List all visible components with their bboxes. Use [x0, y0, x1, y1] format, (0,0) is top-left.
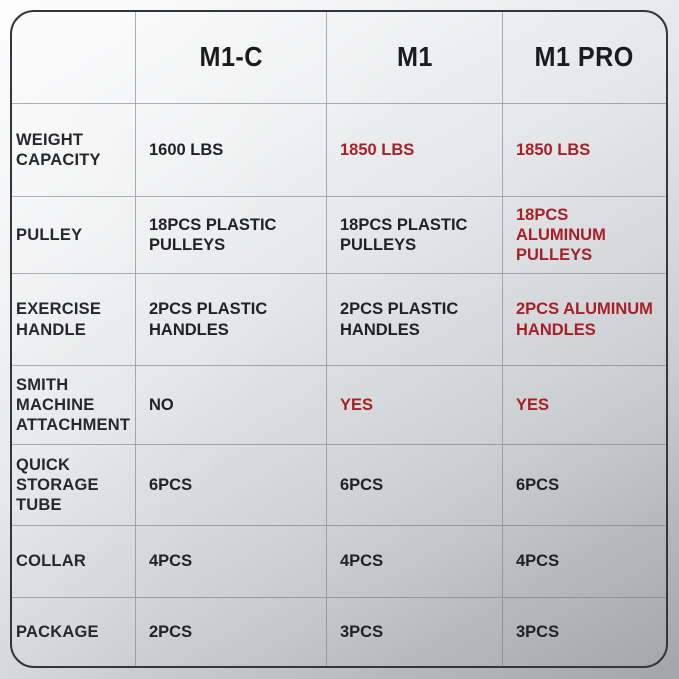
- table-cell: 2PCS PLASTIC HANDLES: [326, 273, 502, 365]
- table-cell: 2PCS ALUMINUM HANDLES: [502, 273, 666, 365]
- table-cell: 2PCS PLASTIC HANDLES: [135, 273, 326, 365]
- table-cell: NO: [135, 365, 326, 444]
- column-header-m1pro: M1 PRO: [502, 12, 666, 103]
- table-cell: 6PCS: [502, 444, 666, 525]
- table-cell: YES: [502, 365, 666, 444]
- row-label-exercise-handle: EXERCISE HANDLE: [12, 273, 135, 365]
- row-label-quick-storage-tube: QUICK STORAGE TUBE: [12, 444, 135, 525]
- column-header-label: M1-C: [199, 41, 263, 73]
- row-label-pulley: PULLEY: [12, 196, 135, 273]
- table-cell: 18PCS PLASTIC PULLEYS: [326, 196, 502, 273]
- table-cell: 3PCS: [502, 597, 666, 666]
- row-label-collar: COLLAR: [12, 525, 135, 597]
- table-cell: 6PCS: [326, 444, 502, 525]
- table-cell: YES: [326, 365, 502, 444]
- table-cell: 1600 LBS: [135, 103, 326, 196]
- column-header-m1c: M1-C: [135, 12, 326, 103]
- comparison-table: M1-C M1 M1 PRO WEIGHT CAPACITY 1600 LBS …: [10, 10, 668, 668]
- table-corner-cell: [12, 12, 135, 103]
- table-cell: 4PCS: [135, 525, 326, 597]
- row-label-weight-capacity: WEIGHT CAPACITY: [12, 103, 135, 196]
- table-cell: 18PCS ALUMINUM PULLEYS: [502, 196, 666, 273]
- table-cell: 4PCS: [326, 525, 502, 597]
- table-cell: 1850 LBS: [326, 103, 502, 196]
- column-header-m1: M1: [326, 12, 502, 103]
- column-header-label: M1 PRO: [534, 41, 635, 73]
- table-cell: 4PCS: [502, 525, 666, 597]
- table-cell: 2PCS: [135, 597, 326, 666]
- column-header-label: M1: [396, 41, 433, 73]
- row-label-package: PACKAGE: [12, 597, 135, 666]
- table-cell: 1850 LBS: [502, 103, 666, 196]
- table-cell: 18PCS PLASTIC PULLEYS: [135, 196, 326, 273]
- row-label-smith-machine-attachment: SMITH MACHINE ATTACHMENT: [12, 365, 135, 444]
- table-cell: 6PCS: [135, 444, 326, 525]
- table-cell: 3PCS: [326, 597, 502, 666]
